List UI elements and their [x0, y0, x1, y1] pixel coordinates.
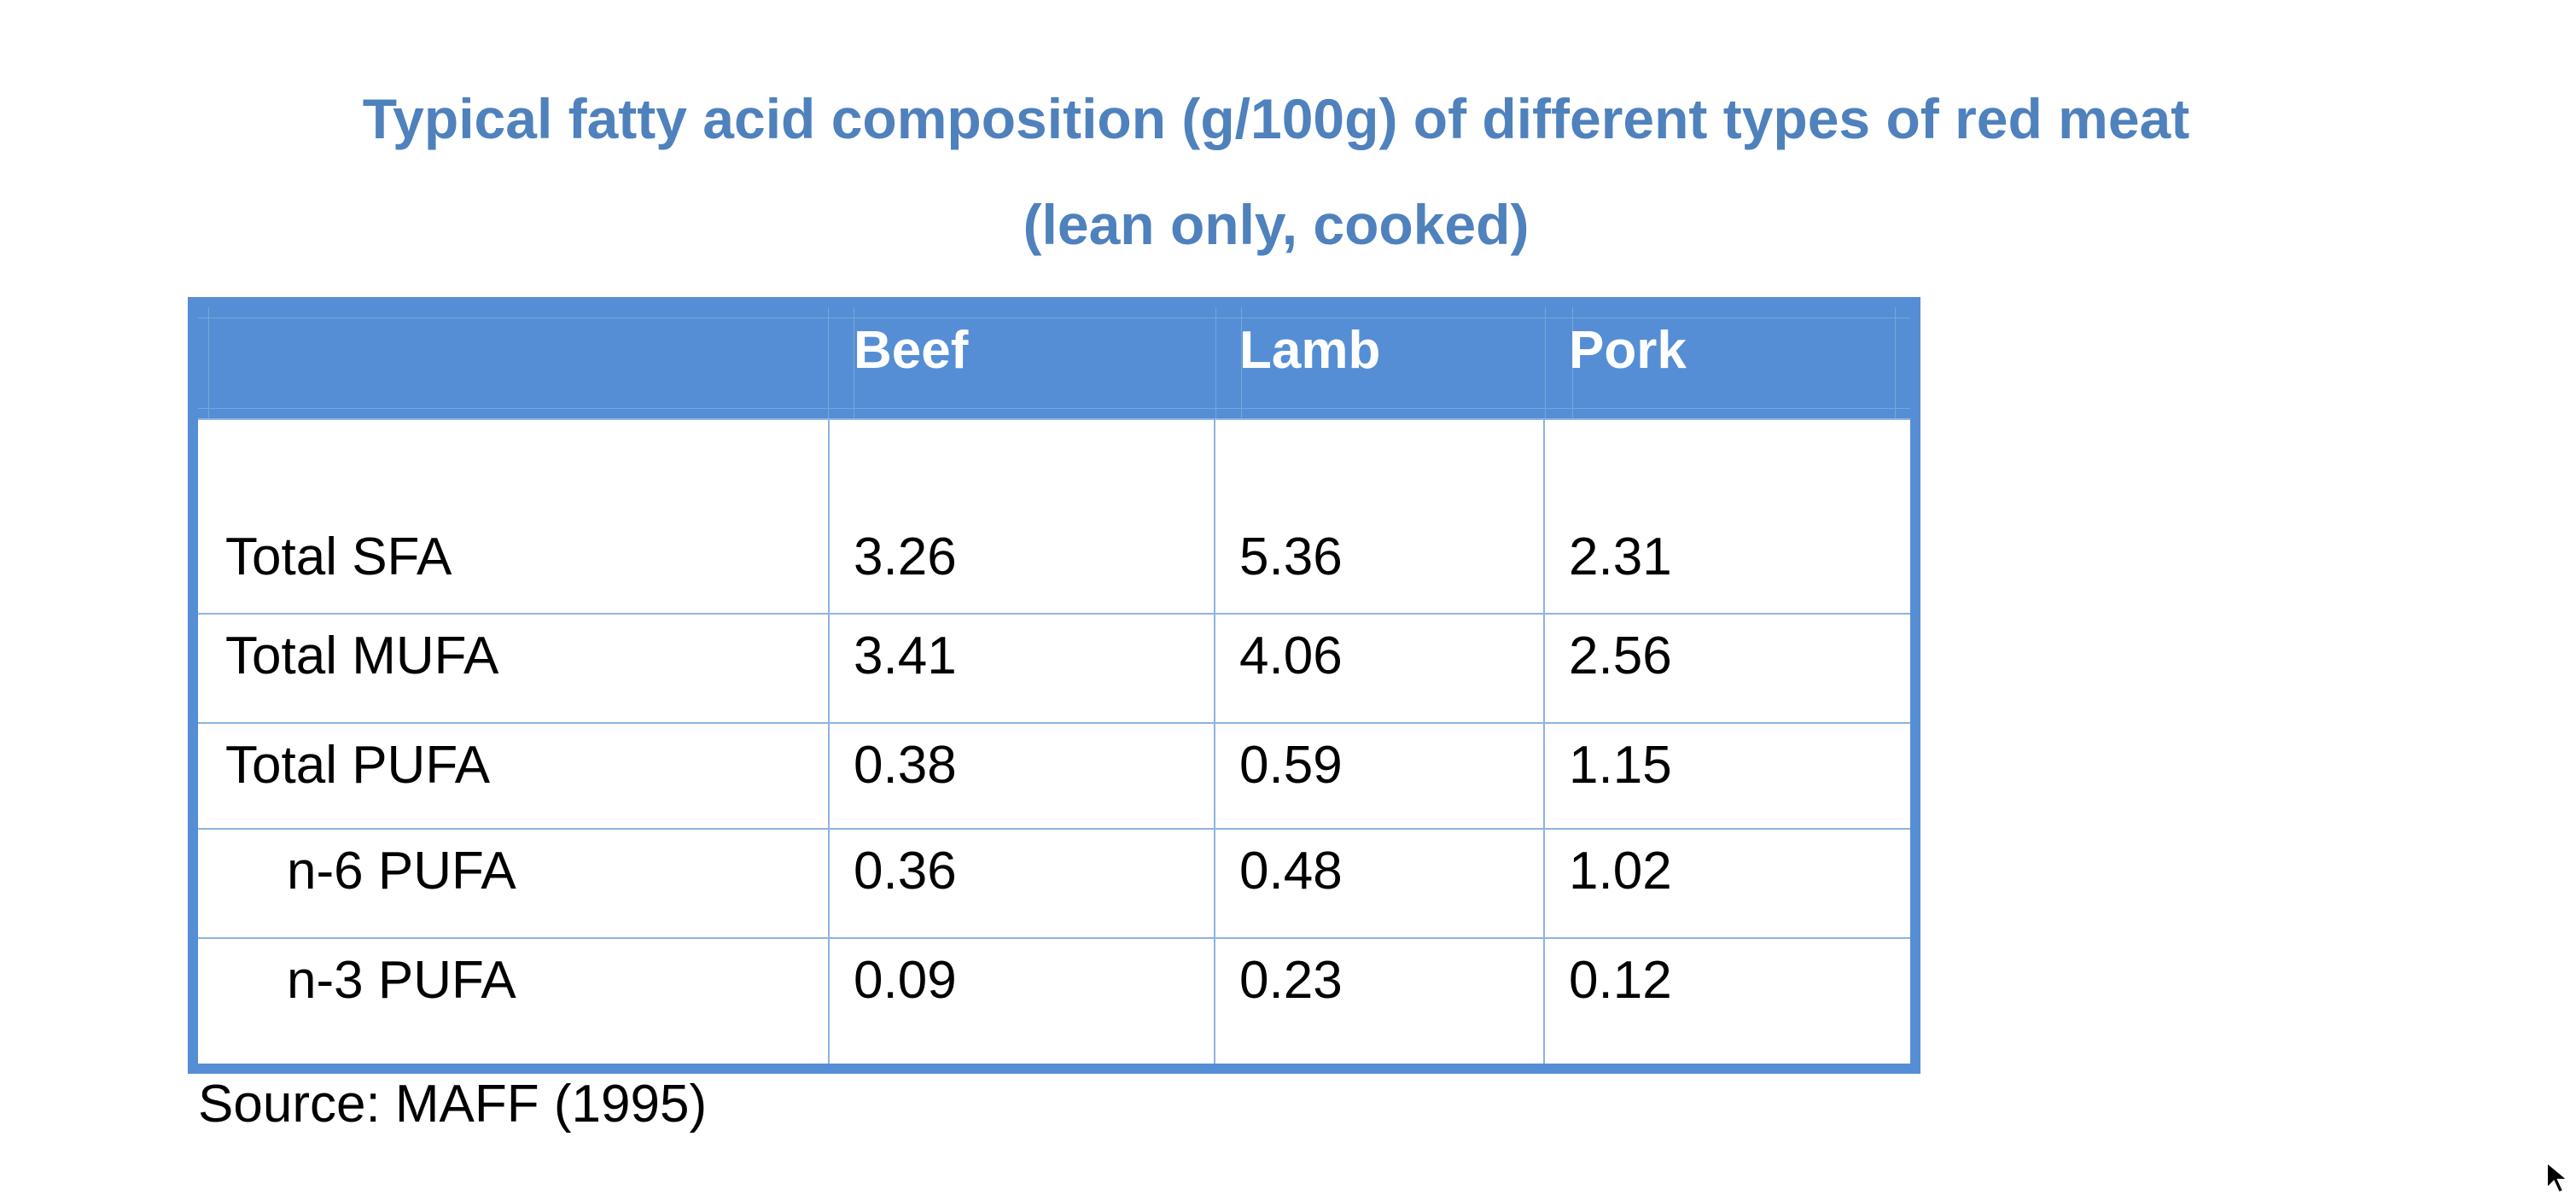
- cell-pork-total-sfa: 2.31: [1569, 528, 1672, 586]
- cell-pork-n6-pufa: 1.02: [1569, 842, 1672, 901]
- cell-pork-total-mufa: 2.56: [1569, 627, 1672, 685]
- mouse-pointer-icon: [2546, 1161, 2570, 1194]
- column-header-beef: Beef: [854, 321, 969, 380]
- column-header-pork: Pork: [1569, 321, 1687, 380]
- row-label-total-pufa: Total PUFA: [225, 736, 491, 795]
- row-divider: [198, 613, 1910, 615]
- row-label-n6-pufa: n-6 PUFA: [287, 842, 516, 901]
- cell-beef-total-sfa: 3.26: [854, 528, 957, 586]
- column-divider: [828, 420, 830, 1064]
- cell-lamb-total-pufa: 0.59: [1239, 736, 1343, 795]
- row-divider: [198, 722, 1910, 724]
- cell-lamb-total-sfa: 5.36: [1239, 528, 1343, 586]
- column-divider: [1214, 420, 1215, 1064]
- row-label-total-sfa: Total SFA: [225, 528, 452, 586]
- table-title: Typical fatty acid composition (g/100g) …: [362, 87, 2190, 150]
- table-header-row: Beef Lamb Pork: [198, 307, 1910, 420]
- cell-lamb-total-mufa: 4.06: [1239, 627, 1343, 685]
- cell-beef-total-mufa: 3.41: [854, 627, 957, 685]
- cell-beef-n6-pufa: 0.36: [854, 842, 957, 901]
- column-divider: [1543, 420, 1545, 1064]
- row-label-total-mufa: Total MUFA: [225, 627, 499, 685]
- column-header-lamb: Lamb: [1239, 321, 1381, 380]
- cell-lamb-n6-pufa: 0.48: [1239, 842, 1343, 901]
- cell-pork-total-pufa: 1.15: [1569, 736, 1672, 795]
- cell-beef-n3-pufa: 0.09: [854, 951, 957, 1010]
- table-subtitle: (lean only, cooked): [1023, 193, 1530, 256]
- row-divider: [198, 828, 1910, 830]
- cell-lamb-n3-pufa: 0.23: [1239, 951, 1343, 1010]
- cell-pork-n3-pufa: 0.12: [1569, 951, 1672, 1010]
- cell-beef-total-pufa: 0.38: [854, 736, 957, 795]
- fatty-acid-table: Beef Lamb Pork Total SFA 3.26 5.36 2.31 …: [188, 297, 1920, 1074]
- row-label-n3-pufa: n-3 PUFA: [287, 951, 516, 1010]
- row-divider: [198, 937, 1910, 939]
- source-note: Source: MAFF (1995): [198, 1075, 708, 1134]
